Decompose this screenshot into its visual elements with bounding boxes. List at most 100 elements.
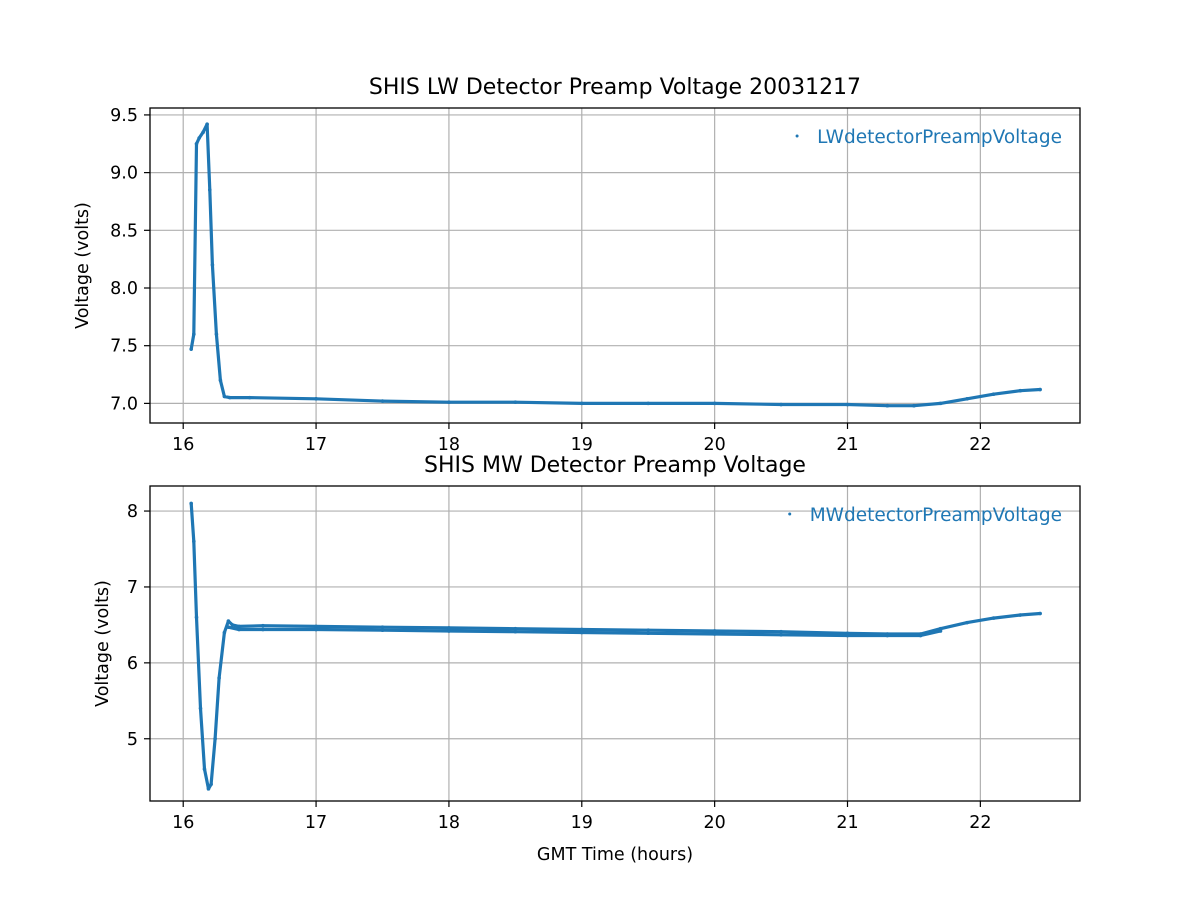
data-point (646, 628, 651, 633)
data-point (1038, 611, 1042, 616)
x-tick-label: 17 (305, 435, 327, 455)
y-axis-label: Voltage (volts) (73, 202, 93, 329)
data-point (192, 539, 196, 544)
data-point (261, 623, 265, 628)
x-tick-label: 18 (438, 813, 460, 833)
data-point (230, 623, 235, 627)
y-tick-label: 9.0 (110, 164, 138, 184)
data-point (579, 401, 584, 406)
lw-voltage-panel: 16 17 18 19 20 21 22 7.0 7.5 8.0 8.5 9.0 9.5 SHIS LW … (73, 75, 1081, 455)
data-point (447, 626, 451, 630)
x-tick-label: 20 (704, 813, 726, 833)
data-point (380, 625, 385, 629)
data-point (314, 396, 318, 401)
data-point (779, 632, 783, 637)
data-point (646, 401, 651, 406)
data-point (380, 399, 385, 403)
data-point (198, 706, 203, 711)
data-point (226, 625, 231, 629)
data-point (513, 629, 518, 634)
y-tick-label: 5 (127, 730, 138, 750)
data-point (845, 402, 850, 407)
data-point (712, 401, 717, 406)
data-point (912, 403, 916, 408)
data-point (194, 615, 199, 620)
data-point (247, 395, 252, 400)
data-point (513, 400, 518, 405)
data-point (314, 627, 318, 632)
data-point (189, 501, 193, 506)
data-point (214, 332, 219, 336)
data-point (885, 633, 890, 638)
data-point (965, 396, 969, 401)
data-point (194, 141, 199, 146)
data-point (447, 629, 451, 633)
data-point (380, 628, 385, 633)
data-point (1038, 387, 1042, 392)
data-point (712, 632, 717, 636)
y-tick-label: 6 (127, 654, 138, 674)
data-point (197, 136, 201, 140)
x-tick-label: 19 (571, 813, 593, 833)
y-tick-label: 8 (127, 502, 138, 522)
axes-frame (149, 485, 1081, 802)
y-tick-label: 7.5 (110, 337, 138, 357)
data-point (205, 122, 209, 126)
data-point (1018, 388, 1023, 393)
mw-voltage-panel: 16 17 18 19 20 21 22 5 6 7 8 SHIS MW Detector Pream… (93, 453, 1081, 865)
data-point (965, 620, 969, 625)
data-point (201, 130, 205, 135)
data-point (207, 188, 212, 192)
y-tick-label: 9.5 (110, 106, 138, 126)
data-point (222, 630, 227, 635)
legend-label: LWdetectorPreampVoltage (817, 127, 1062, 148)
data-point (227, 395, 232, 400)
data-point (237, 627, 241, 632)
data-point (646, 631, 651, 636)
x-tick-label: 21 (836, 435, 858, 455)
data-point (712, 629, 717, 633)
data-point (222, 394, 227, 399)
x-tick-label: 19 (571, 435, 593, 455)
x-tick-label: 22 (969, 435, 991, 455)
y-tick-label: 7.0 (110, 394, 138, 414)
y-tick-label: 8.5 (110, 221, 138, 241)
data-point (218, 378, 223, 383)
data-point (991, 616, 996, 620)
legend-label: MWdetectorPreampVoltage (810, 505, 1062, 526)
x-tick-label: 20 (704, 435, 726, 455)
data-point (261, 627, 265, 632)
data-point (189, 347, 193, 351)
data-point (918, 633, 923, 638)
data-point (1018, 613, 1023, 617)
x-tick-label: 22 (969, 813, 991, 833)
x-axis-label: GMT Time (hours) (537, 845, 693, 865)
chart-title: SHIS MW Detector Preamp Voltage (424, 453, 806, 478)
data-point (991, 392, 996, 396)
data-point (314, 624, 318, 629)
data-point (779, 402, 783, 407)
data-point (579, 630, 584, 635)
y-axis-label: Voltage (volts) (93, 580, 113, 707)
legend-marker (795, 134, 799, 138)
data-point (226, 619, 231, 623)
x-tick-label: 16 (172, 435, 194, 455)
data-point (779, 629, 783, 634)
y-tick-label: 8.0 (110, 279, 138, 299)
legend-marker (788, 512, 792, 516)
data-point (885, 403, 890, 408)
data-point (213, 736, 217, 741)
x-tick-label: 16 (172, 813, 194, 833)
data-point (206, 787, 211, 791)
data-point (202, 767, 207, 771)
y-tick-label: 7 (127, 578, 138, 598)
data-point (513, 626, 518, 631)
chart-title: SHIS LW Detector Preamp Voltage 20031217 (369, 75, 861, 100)
data-point (217, 676, 221, 680)
data-point (845, 633, 850, 638)
x-tick-label: 21 (836, 813, 858, 833)
data-point (209, 782, 213, 787)
x-tick-label: 17 (305, 813, 327, 833)
data-point (447, 400, 451, 405)
